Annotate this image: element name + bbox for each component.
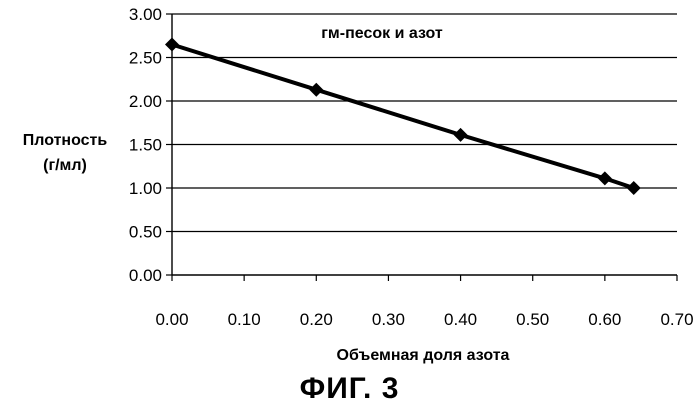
chart-title: гм-песок и азот xyxy=(321,25,443,42)
x-tick-label: 0.50 xyxy=(516,310,549,329)
x-tick-label: 0.60 xyxy=(588,310,621,329)
data-point-marker xyxy=(454,128,468,142)
series-line xyxy=(172,45,634,189)
y-tick-label: 1.50 xyxy=(129,136,162,155)
x-tick-label: 0.40 xyxy=(444,310,477,329)
data-point-marker xyxy=(165,37,179,51)
y-tick-labels: 0.00 0.50 1.00 1.50 2.00 2.50 3.00 xyxy=(129,5,162,285)
y-tick-label: 2.00 xyxy=(129,92,162,111)
series-layer xyxy=(165,37,641,195)
data-point-marker xyxy=(627,181,641,195)
data-point-marker xyxy=(309,83,323,97)
figure-caption: ФИГ. 3 xyxy=(0,372,699,406)
y-axis-title-line1: Плотность xyxy=(23,132,108,149)
y-tick-label: 0.50 xyxy=(129,223,162,242)
x-tick-label: 0.00 xyxy=(155,310,188,329)
x-tick-labels: 0.00 0.10 0.20 0.30 0.40 0.50 0.60 0.70 xyxy=(155,310,693,329)
y-tick-label: 0.00 xyxy=(129,266,162,285)
x-tick-label: 0.30 xyxy=(372,310,405,329)
axes xyxy=(166,14,677,281)
x-tick-label: 0.70 xyxy=(660,310,693,329)
x-tick-label: 0.20 xyxy=(300,310,333,329)
x-axis-title: Объемная доля азота xyxy=(337,347,510,364)
y-tick-label: 1.00 xyxy=(129,179,162,198)
y-tick-label: 3.00 xyxy=(129,5,162,24)
x-tick-label: 0.10 xyxy=(228,310,261,329)
y-axis-title-line2: (г/мл) xyxy=(43,157,87,174)
data-point-marker xyxy=(598,171,612,185)
y-tick-label: 2.50 xyxy=(129,49,162,68)
